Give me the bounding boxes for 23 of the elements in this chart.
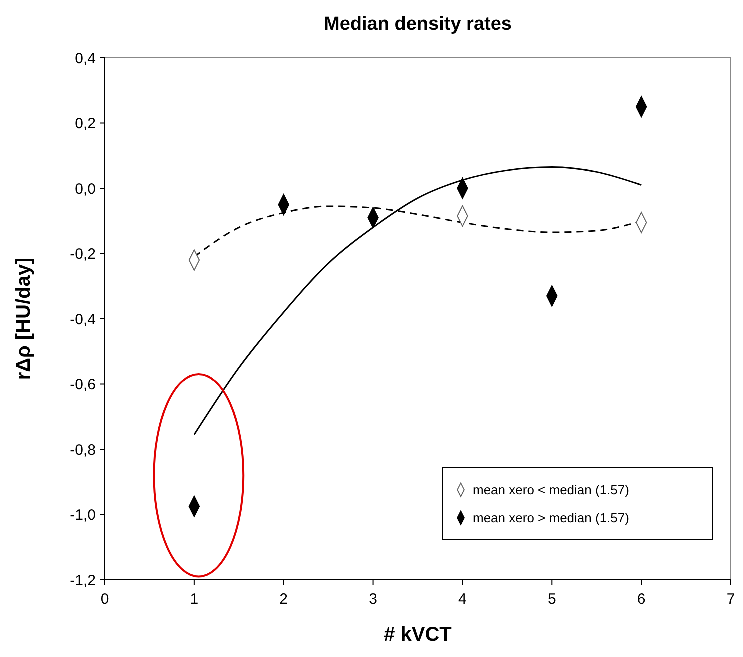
x-tick-label: 3 — [369, 591, 378, 608]
legend-label: mean xero > median (1.57) — [473, 510, 630, 526]
x-tick-label: 7 — [726, 591, 736, 608]
y-tick-label: -0,6 — [70, 376, 96, 394]
y-tick-label: -0,2 — [70, 246, 96, 263]
x-tick-label: 5 — [548, 591, 556, 608]
y-tick-label: -1,2 — [70, 572, 96, 590]
y-tick-label: -1,0 — [70, 507, 96, 524]
x-tick-label: 1 — [190, 591, 199, 608]
x-axis-title: # kVCT — [384, 624, 452, 646]
y-tick-label: 0,2 — [75, 116, 96, 132]
chart-title: Median density rates — [324, 14, 512, 35]
y-tick-label: 0,4 — [75, 50, 96, 68]
x-tick-label: 4 — [458, 591, 467, 608]
x-tick-label: 2 — [280, 591, 288, 608]
y-tick-label: 0,0 — [75, 180, 96, 198]
y-axis-title: rΔρ [HU/day] — [13, 258, 35, 380]
line-series — [194, 166, 642, 436]
x-tick-label: 0 — [100, 591, 110, 608]
y-tick-label: -0,4 — [70, 311, 96, 328]
legend-label: mean xero < median (1.57) — [473, 482, 630, 498]
x-tick-label: 6 — [637, 591, 646, 608]
y-tick-label: -0,8 — [70, 442, 96, 459]
